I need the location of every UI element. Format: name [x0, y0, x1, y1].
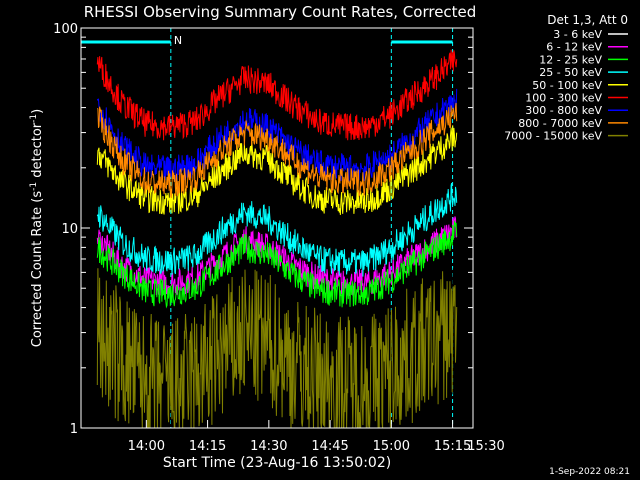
x-tick-label-4: 15:00 [373, 439, 410, 454]
y-tick-label-0: 1 [70, 422, 78, 437]
legend-label-8: 7000 - 15000 keV [504, 130, 602, 143]
y-axis-label: Corrected Count Rate (s-1 detector-1) [29, 109, 45, 347]
legend-label-5: 100 - 300 keV [525, 92, 602, 105]
series-line-7 [96, 102, 458, 199]
chart-title: RHESSI Observing Summary Count Rates, Co… [84, 3, 477, 21]
x-tick-label-0: 14:00 [128, 439, 165, 454]
legend-label-6: 300 - 800 keV [525, 104, 602, 117]
series-line-5 [96, 49, 458, 141]
x-axis-label: Start Time (23-Aug-16 13:50:02) [163, 455, 391, 471]
legend-label-4: 50 - 100 keV [532, 79, 602, 92]
y-tick-label-1: 10 [61, 222, 78, 237]
x-tick-label-5: 15:15 [434, 439, 471, 454]
x-tick-label-3: 14:45 [311, 439, 348, 454]
x-tick-label-6: 15:30 [467, 439, 504, 454]
legend-label-2: 12 - 25 keV [539, 53, 602, 66]
x-tick-label-1: 14:15 [189, 439, 226, 454]
series-line-3 [96, 182, 458, 277]
series-line-4 [96, 125, 458, 215]
y-label-mid: detector [30, 122, 45, 182]
y-axis-ticks: 1 10 100 [53, 22, 473, 437]
legend-label-3: 25 - 50 keV [539, 66, 602, 79]
y-label-sup2: -1 [29, 114, 39, 123]
legend-label-7: 800 - 7000 keV [518, 117, 602, 130]
series-line-2 [96, 220, 458, 309]
timestamp: 1-Sep-2022 08:21 [549, 467, 630, 477]
y-label-end: ) [30, 109, 45, 114]
y-tick-label-2: 100 [53, 22, 78, 37]
series-line-1 [96, 216, 458, 297]
legend-title: Det 1,3, Att 0 [547, 13, 628, 27]
x-tick-label-2: 14:30 [250, 439, 287, 454]
series-line-8 [96, 268, 458, 428]
series-line-6 [96, 88, 458, 182]
series-group [96, 49, 458, 428]
y-label-main: Corrected Count Rate (s [30, 191, 45, 348]
night-annotation-label: N [174, 34, 182, 47]
legend-label-1: 6 - 12 keV [546, 41, 602, 54]
y-label-sup1: -1 [29, 182, 39, 191]
legend-label-0: 3 - 6 keV [553, 28, 602, 41]
